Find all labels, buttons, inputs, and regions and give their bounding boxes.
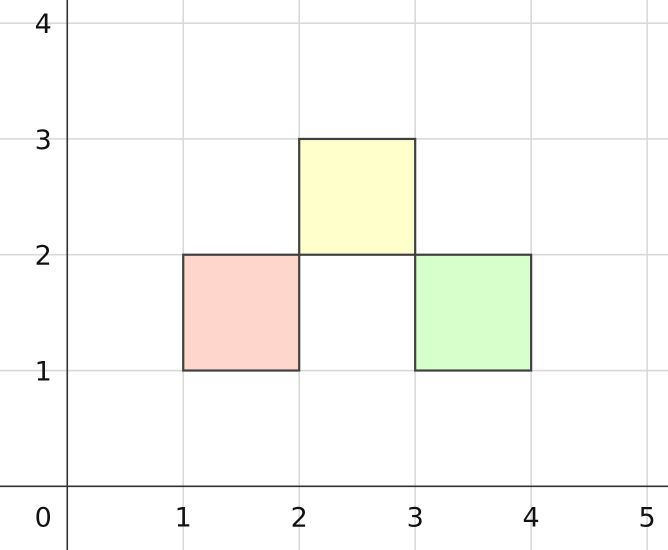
- x-tick-label-4: 4: [523, 502, 540, 533]
- y-tick-label-3: 3: [35, 125, 52, 156]
- y-tick-label-1: 1: [35, 357, 52, 388]
- x-tick-label-3: 3: [407, 502, 424, 533]
- x-tick-label-1: 1: [175, 502, 192, 533]
- x-tick-label-5: 5: [639, 502, 656, 533]
- squares: [182, 137, 533, 372]
- green-square: [414, 253, 533, 372]
- red-square: [182, 253, 301, 372]
- y-tick-label-2: 2: [35, 241, 52, 272]
- x-tick-label-2: 2: [291, 502, 308, 533]
- x-tick-label-0: 0: [35, 502, 52, 533]
- tick-labels: 0 1 2 3 4 5 1 2 3 4: [35, 9, 656, 533]
- yellow-square: [298, 137, 417, 256]
- y-tick-label-4: 4: [35, 9, 52, 40]
